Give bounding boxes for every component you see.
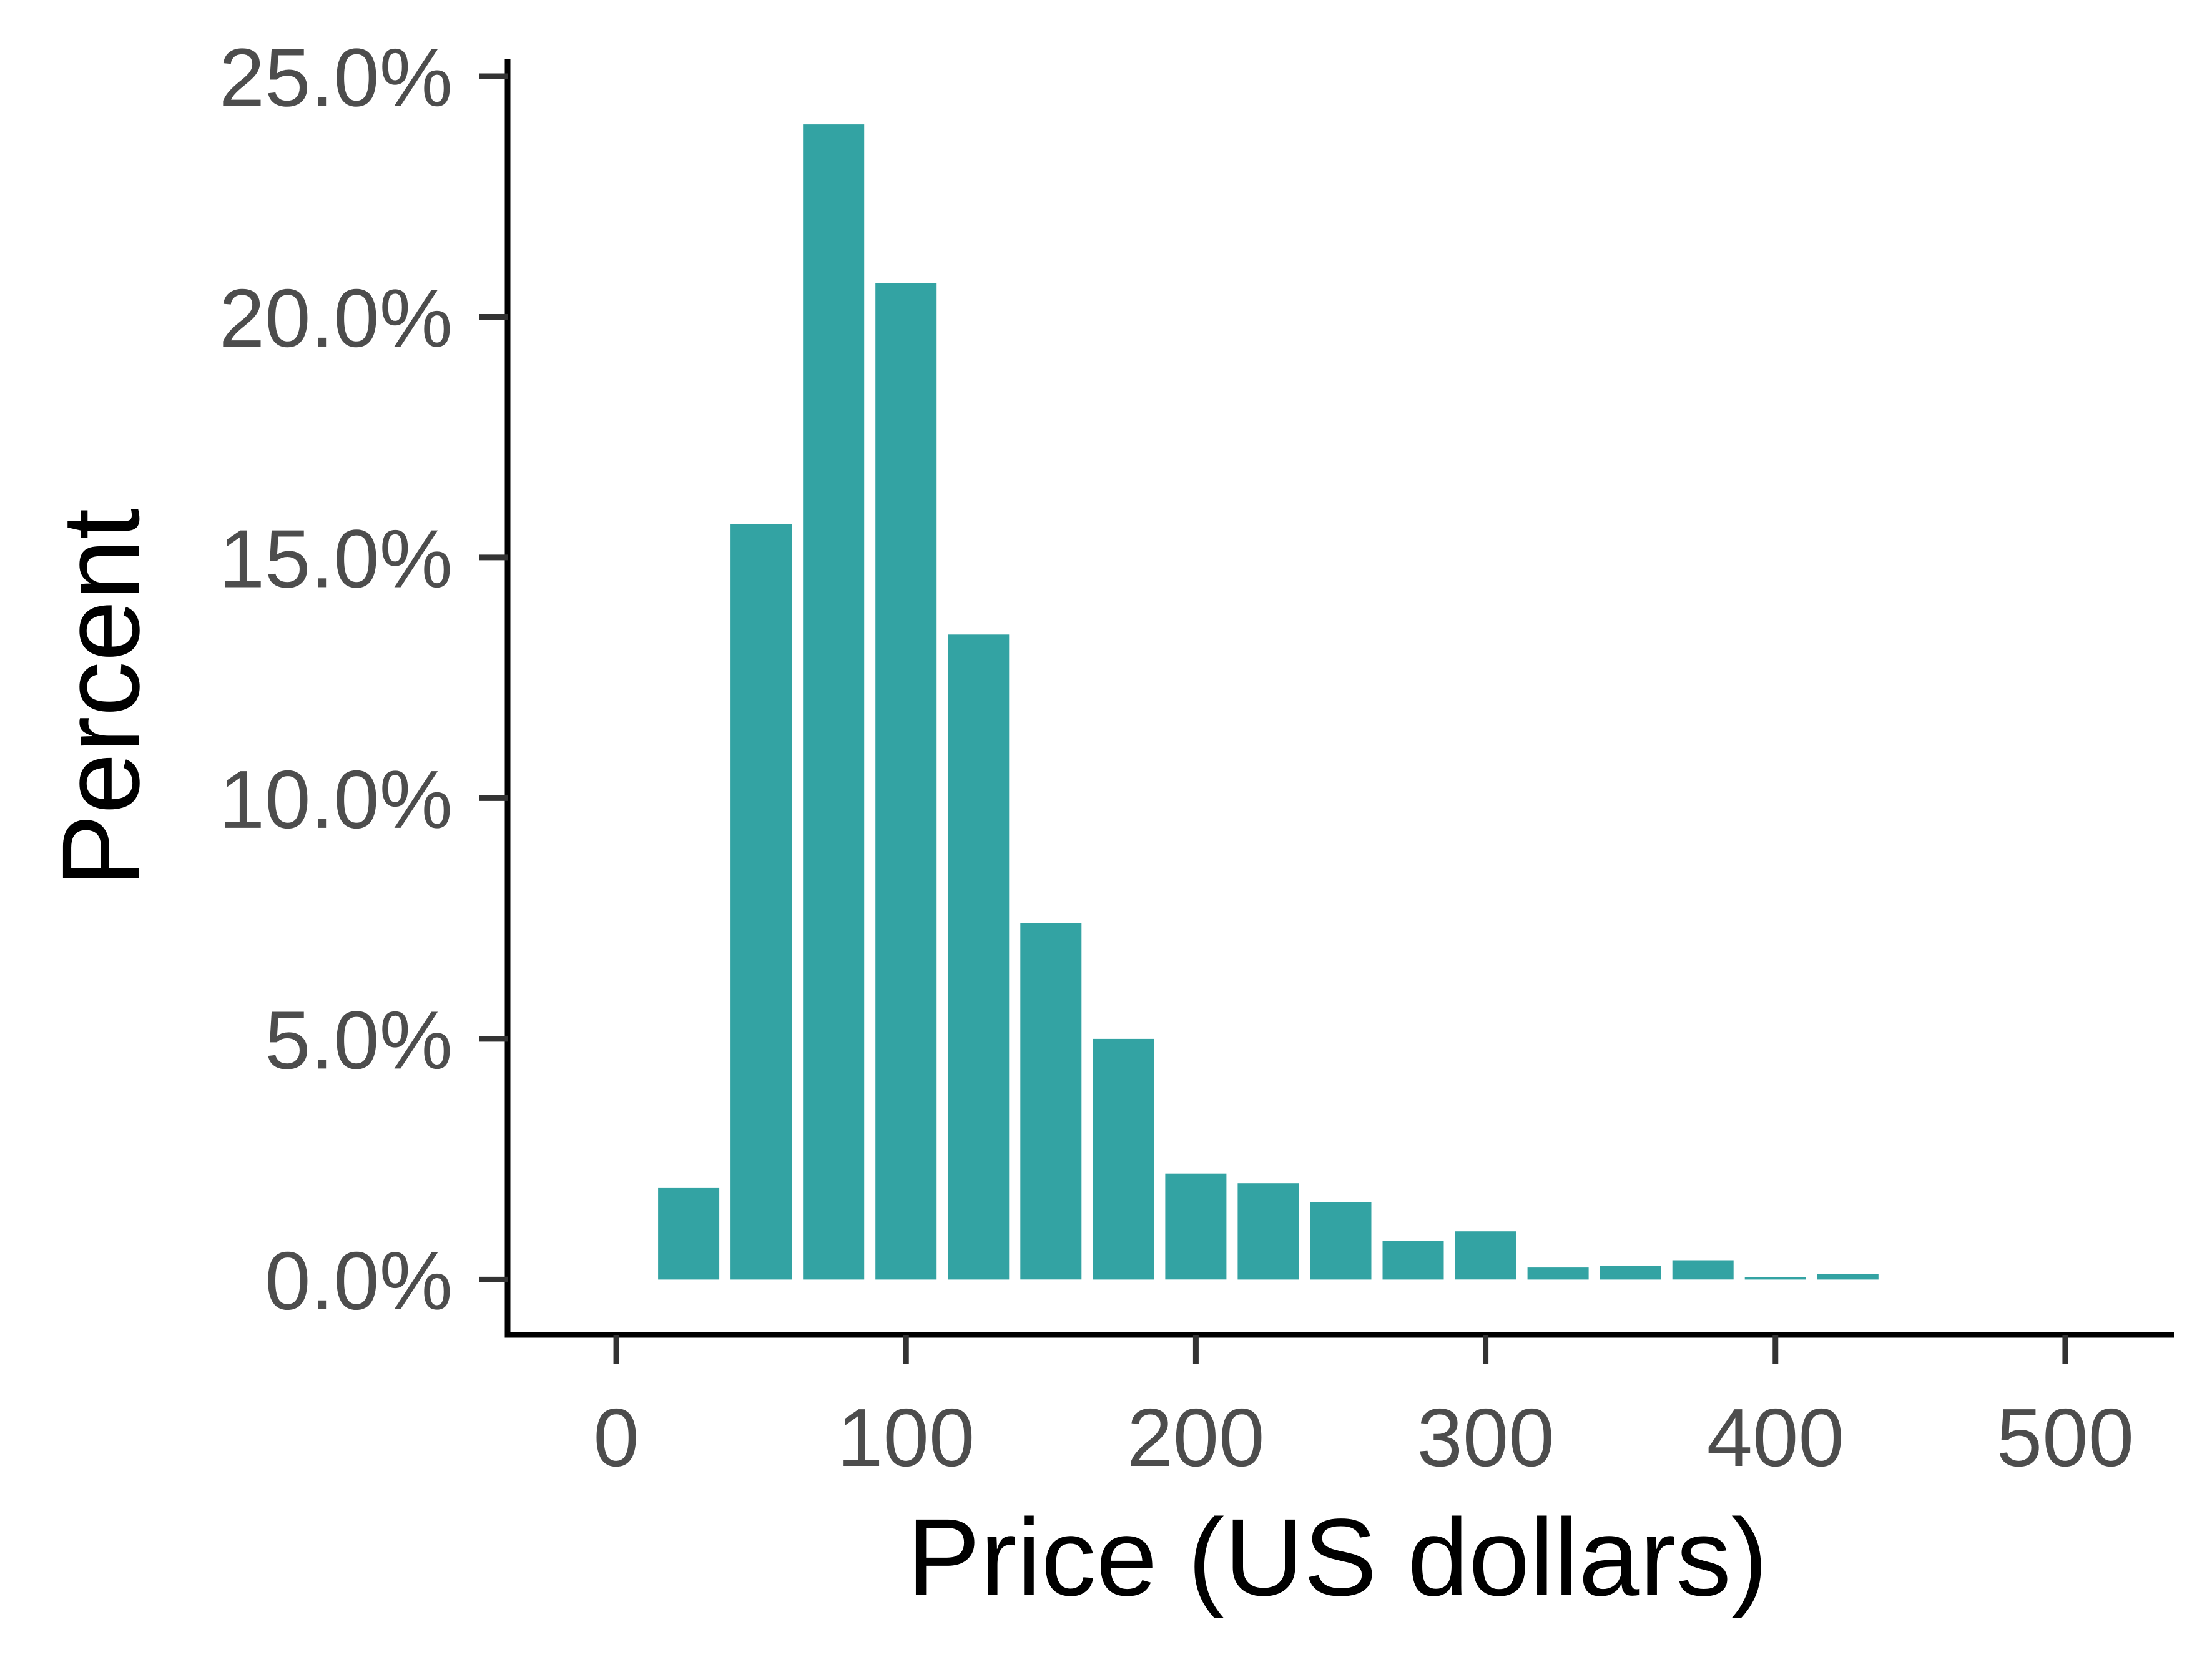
- x-tick-label: 500: [1997, 1392, 2134, 1483]
- tick-labels-group: 0.0% 5.0% 10.0% 15.0% 20.0% 25.0% 0 100 200 300 40…: [219, 32, 2134, 1483]
- histogram-bar: [1600, 1266, 1661, 1280]
- y-axis-title: Percent: [40, 509, 162, 888]
- histogram-bar: [1817, 1274, 1879, 1280]
- histogram-bar: [1020, 923, 1082, 1280]
- histogram-bar: [1165, 1173, 1227, 1280]
- y-tick-label: 20.0%: [219, 272, 453, 364]
- histogram-bar: [658, 1187, 720, 1280]
- histogram-bar: [948, 634, 1010, 1280]
- histogram-bar: [1672, 1260, 1734, 1280]
- y-tick-label: 25.0%: [219, 32, 453, 124]
- bars-group: [658, 124, 1879, 1280]
- histogram-bar: [730, 524, 792, 1280]
- y-tick-label: 5.0%: [265, 994, 453, 1086]
- histogram-bar: [1744, 1277, 1806, 1280]
- histogram-bar: [1382, 1241, 1444, 1280]
- x-tick-label: 400: [1707, 1392, 1844, 1483]
- y-tick-label: 15.0%: [219, 513, 453, 604]
- histogram-bar: [1093, 1038, 1154, 1280]
- y-tick-label: 0.0%: [265, 1235, 453, 1327]
- x-tick-label: 200: [1127, 1392, 1264, 1483]
- histogram-bar: [1455, 1231, 1516, 1280]
- histogram-bar: [803, 124, 865, 1280]
- x-tick-label: 0: [593, 1392, 639, 1483]
- x-tick-label: 100: [837, 1392, 975, 1483]
- histogram-bar: [1527, 1267, 1589, 1280]
- y-tick-label: 10.0%: [219, 754, 453, 845]
- x-axis-title: Price (US dollars): [907, 1497, 1768, 1619]
- histogram-bar: [1310, 1202, 1372, 1280]
- histogram-bar: [1237, 1183, 1299, 1280]
- histogram-bar: [875, 283, 937, 1280]
- x-tick-label: 300: [1417, 1392, 1554, 1483]
- axes-group: [479, 59, 2174, 1364]
